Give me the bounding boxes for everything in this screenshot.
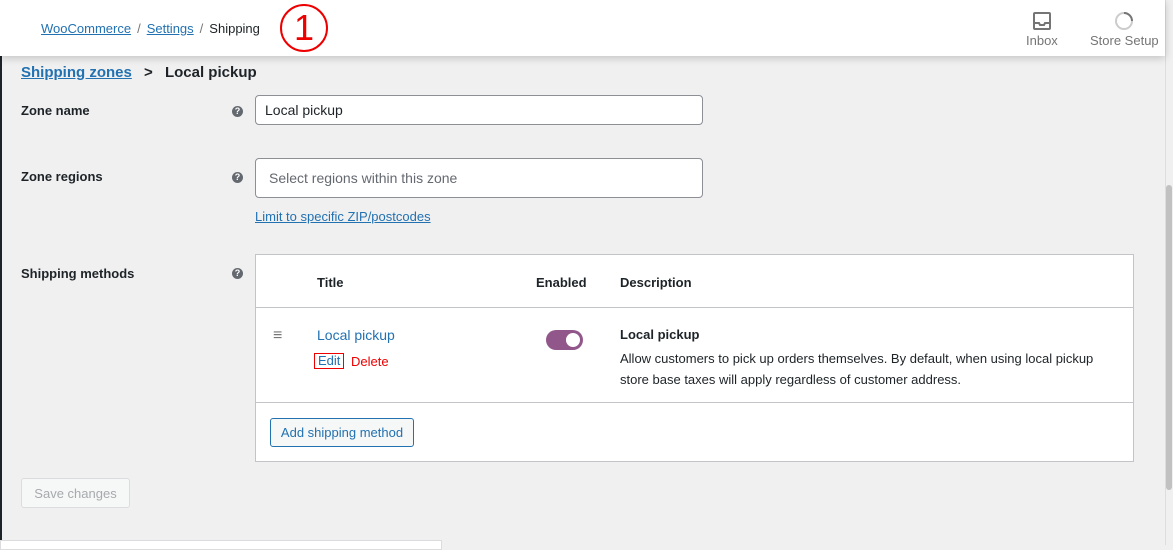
header-bar: WooCommerce / Settings / Shipping Inbox Stor… [0,0,1165,56]
divider [256,402,1133,403]
breadcrumb-current: Shipping [209,21,260,36]
breadcrumb-settings[interactable]: Settings [146,21,194,36]
edit-link[interactable]: Edit [314,353,345,369]
subheading-current: Local pickup [164,64,257,81]
inbox-icon [1032,12,1051,30]
description-title: Local pickup [620,327,700,342]
col-description: Description [620,275,692,290]
help-icon[interactable]: ? [232,172,243,183]
zone-name-value: Local pickup [265,102,343,118]
description-text: Allow customers to pick up orders themse… [620,351,1094,387]
breadcrumb-woocommerce[interactable]: WooCommerce [41,21,132,36]
delete-link[interactable]: Delete [351,354,389,369]
col-enabled: Enabled [536,275,587,290]
inbox-button[interactable]: Inbox [1026,11,1058,48]
breadcrumb: WooCommerce / Settings / Shipping [41,21,260,36]
method-title-link[interactable]: Local pickup [317,327,395,343]
limit-postcodes-link[interactable]: Limit to specific ZIP/postcodes [255,209,431,224]
breadcrumb-separator: / [137,21,141,36]
inbox-label: Inbox [1026,33,1058,48]
footer-panel [0,540,442,550]
store-setup-label: Store Setup [1090,33,1159,48]
col-title: Title [317,275,344,290]
zone-regions-label: Zone regions [21,169,103,184]
zone-regions-placeholder: Select regions within this zone [269,170,458,186]
shipping-methods-table: Title Enabled Description ≡ Local pickup… [255,254,1134,462]
store-setup-button[interactable]: Store Setup [1090,11,1159,48]
divider [256,307,1133,308]
breadcrumb-separator: / [199,21,204,36]
zone-name-label: Zone name [21,103,90,118]
add-shipping-method-button[interactable]: Add shipping method [270,418,414,447]
scrollbar[interactable] [1165,0,1173,545]
help-icon[interactable]: ? [232,106,243,117]
zone-regions-input[interactable]: Select regions within this zone [255,158,703,198]
enabled-toggle[interactable] [546,330,583,350]
zone-name-input[interactable]: Local pickup [255,95,703,125]
annotation-marker: 1 [280,4,328,52]
save-changes-button[interactable]: Save changes [21,478,130,508]
shipping-zones-link[interactable]: Shipping zones [21,64,132,81]
drag-handle-icon[interactable]: ≡ [273,327,283,344]
scrollbar-thumb[interactable] [1166,185,1172,490]
page-subheading: Shipping zones > Local pickup [21,64,257,82]
shipping-methods-label: Shipping methods [21,266,135,281]
help-icon[interactable]: ? [232,268,243,279]
subheading-separator: > [144,64,153,81]
progress-ring-icon [1115,12,1134,30]
admin-sidebar-edge [0,0,2,545]
